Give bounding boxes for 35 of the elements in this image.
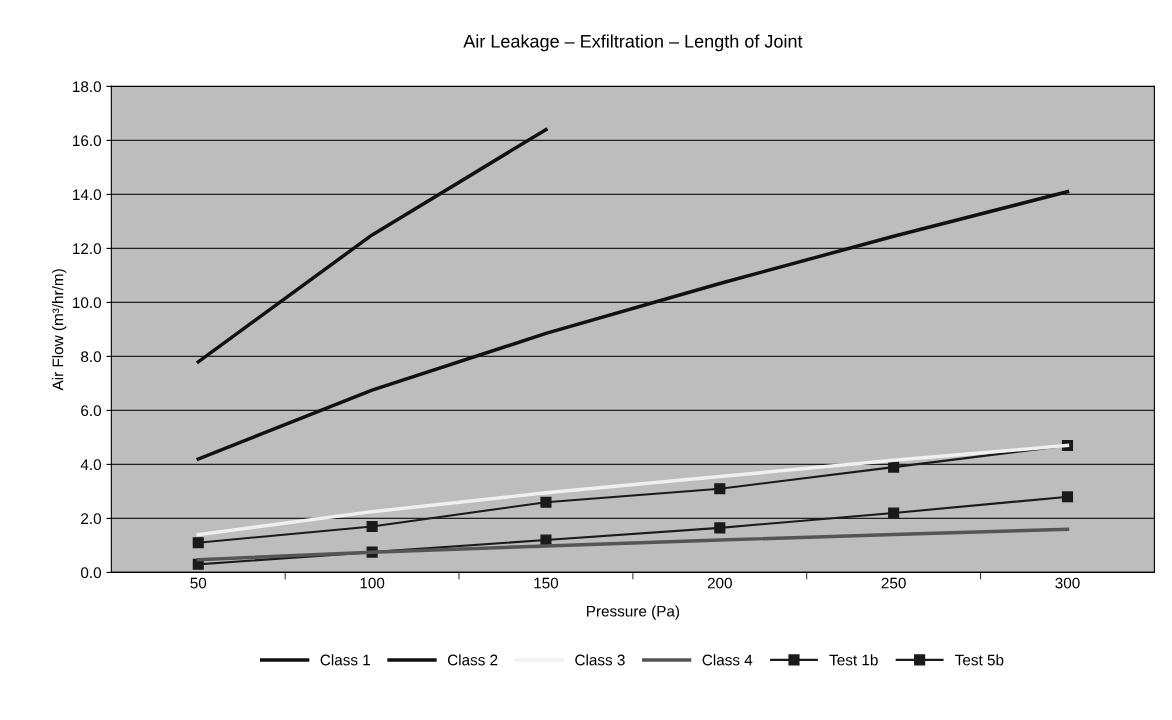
point: [192, 537, 204, 549]
y-tick-label: 6.0: [81, 405, 102, 417]
line-series: [196, 189, 1070, 461]
x-tick-label: 150: [534, 577, 559, 589]
y-tick-label: 10.0: [73, 297, 102, 309]
legend-label: Class 2: [447, 654, 498, 666]
point: [540, 496, 552, 508]
x-tick-label: 250: [881, 577, 906, 589]
y-tick-label: 18.0: [73, 81, 102, 93]
y-tick-label: 12.0: [73, 243, 102, 255]
x-tick-label: 200: [707, 577, 732, 589]
y-axis-title: Air Flow (m³/hr/m): [52, 269, 67, 391]
point: [714, 522, 726, 534]
y-tick-label: 8.0: [81, 351, 102, 363]
x-tick-label: 100: [360, 577, 385, 589]
legend-label: Test 5b: [955, 654, 1004, 666]
legend-label: Test 1b: [829, 654, 878, 666]
point: [888, 507, 900, 519]
y-tick-label: 2.0: [81, 513, 102, 525]
x-tick-label: 50: [190, 577, 207, 589]
y-tick-label: 0.0: [80, 567, 102, 579]
point: [1061, 491, 1074, 503]
y-tick-label: 16.0: [73, 135, 102, 147]
point: [714, 483, 726, 495]
legend-label: Class 4: [702, 654, 753, 666]
y-tick-label: 4.0: [80, 459, 102, 471]
legend-label: Class 3: [575, 654, 625, 666]
x-tick-label: 300: [1055, 577, 1080, 589]
y-tick-label: 14.0: [73, 189, 102, 201]
point: [888, 461, 900, 473]
x-axis-title: Pressure (Pa): [587, 605, 680, 620]
chart-title: Air Leakage – Exfiltration – Length of Joint: [463, 34, 803, 52]
point: [366, 520, 378, 533]
legend-label: Class 1: [320, 654, 370, 666]
point: [540, 534, 552, 546]
